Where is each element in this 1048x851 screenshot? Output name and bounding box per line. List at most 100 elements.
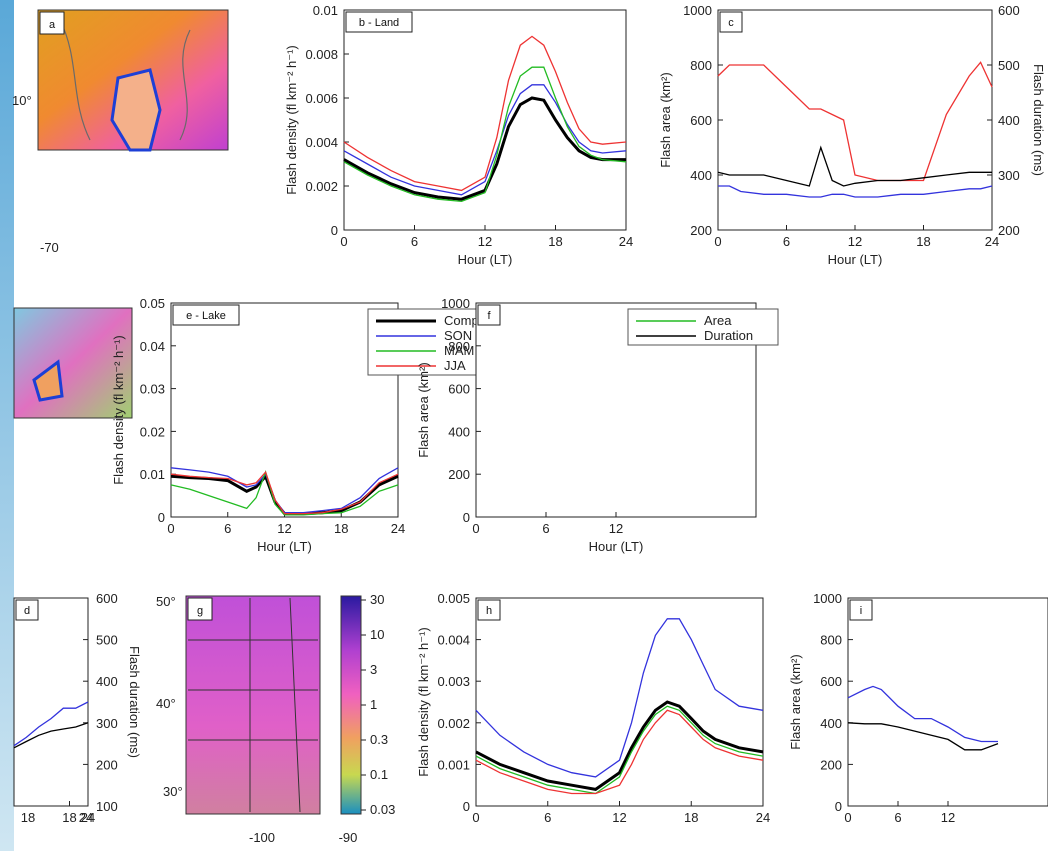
panel-e-ytick-label: 0.05 <box>140 296 165 311</box>
panel-f-ylabel: Flash area (km²) <box>416 362 431 457</box>
panel-b-xtick-label: 6 <box>411 234 418 249</box>
panel-a-lon-tick: -70 <box>40 240 59 255</box>
panel-f-ytick-label: 200 <box>448 467 470 482</box>
panel-f-ytick-label: 0 <box>463 510 470 525</box>
panel-f-xtick-label: 12 <box>609 521 623 536</box>
panel-i: i 0 200 400 600 800 1000 0 6 12 Flash area (km²) <box>788 591 1048 825</box>
panel-h: h 0 0.001 0.002 0.003 0.004 0.005 0 6 12 18 24 Flash… <box>416 591 770 825</box>
panel-h-series-son <box>475 618 764 778</box>
panel-b-xtick-label: 24 <box>619 234 633 249</box>
panel-d-xtick-label: 24 <box>81 810 95 825</box>
panel-b-label: b - Land <box>359 17 399 29</box>
panel-h-series-jja <box>475 709 764 795</box>
panel-h-ytick-label: 0.003 <box>437 674 470 689</box>
panel-b-series-son <box>343 84 627 196</box>
panel-d-label-box <box>15 599 39 621</box>
panel-f-legend-label: Duration <box>704 328 753 343</box>
panel-b: b - Land 0 0.002 0.004 0.006 0.008 0.01 0 6 12 18 2… <box>284 3 633 267</box>
colorbar <box>340 595 362 815</box>
panel-e-xlabel: Hour (LT) <box>257 539 312 554</box>
panel-d-ytick-label: 600 <box>96 591 118 606</box>
panel-i-series-son <box>847 685 998 743</box>
panel-c-xtick-label: 6 <box>783 234 790 249</box>
panel-b-series-mam <box>343 66 627 203</box>
panel-c-series-jja <box>717 61 993 182</box>
panel-b-ytick-label: 0.004 <box>305 135 338 150</box>
panel-f-xtick-label: 0 <box>472 521 479 536</box>
side-strip <box>0 0 14 851</box>
colorbar-tick-label: 0.1 <box>370 767 388 782</box>
panel-i-ytick-label: 400 <box>820 716 842 731</box>
panel-c-series-composite <box>717 145 992 187</box>
colorbar-ticks: 30 10 3 1 0.3 0.1 0.03 <box>361 592 395 817</box>
panel-d-ytick-label: 400 <box>96 674 118 689</box>
panel-i-label: i <box>860 605 862 617</box>
panel-c-xtick-label: 0 <box>714 234 721 249</box>
panel-b-ytick-label: 0.008 <box>305 47 338 62</box>
colorbar-tick-label: 1 <box>370 697 377 712</box>
panel-i-ytick-label: 0 <box>835 799 842 814</box>
panel-b-ytick-label: 0.002 <box>305 179 338 194</box>
panel-h-ytick-label: 0.002 <box>437 716 470 731</box>
panel-h-series-composite <box>475 700 764 791</box>
panel-e-label: e - Lake <box>186 310 226 322</box>
panel-e-xtick-label: 0 <box>167 521 174 536</box>
panel-h-ytick-label: 0 <box>463 799 470 814</box>
panel-i-xtick-label: 0 <box>844 810 851 825</box>
panel-h-ytick-label: 0.001 <box>437 757 470 772</box>
panel-c-y2tick-label: 500 <box>998 58 1020 73</box>
panel-e-xtick-label: 24 <box>391 521 405 536</box>
panel-h-ylabel: Flash density (fl km⁻² h⁻¹) <box>416 627 431 777</box>
panel-c-xtick-label: 18 <box>916 234 930 249</box>
colorbar-tick-label: 3 <box>370 662 377 677</box>
panel-e-xtick-label: 18 <box>334 521 348 536</box>
panel-d-xtick-label: 24 <box>79 810 93 825</box>
panel-b-xtick-label: 18 <box>548 234 562 249</box>
panel-h-series-mam <box>475 705 764 795</box>
panel-b-ytick-label: 0 <box>331 223 338 238</box>
panel-h-label: h <box>486 605 492 617</box>
panel-e-ytick-label: 0.01 <box>140 467 165 482</box>
panel-c-xtick-label: 24 <box>985 234 999 249</box>
panel-f-legend-label: Area <box>704 313 732 328</box>
panel-g-lat-tick-30: 30° <box>163 784 183 799</box>
panel-h-ytick-label: 0.005 <box>437 591 470 606</box>
panel-h-ytick-label: 0.004 <box>437 633 470 648</box>
colorbar-tick-label: 0.03 <box>370 802 395 817</box>
panel-c-y2label: Flash duration (ms) <box>1031 64 1046 176</box>
panel-g-lon-tick-100: -100 <box>249 830 275 845</box>
panel-b-ylabel: Flash density (fl km⁻² h⁻¹) <box>284 45 299 195</box>
panel-d-ytick-label: 500 <box>96 633 118 648</box>
panel-c-xlabel: Hour (LT) <box>828 252 883 267</box>
panel-g-lat-tick-50: 50° <box>156 594 176 609</box>
panel-e-ylabel: Flash density (fl km⁻² h⁻¹) <box>111 335 126 485</box>
panel-b-label-box <box>345 11 413 33</box>
map-panel-g <box>185 595 321 815</box>
panel-e-legend-label: MAM <box>444 343 474 358</box>
panel-c-y2tick-label: 300 <box>998 168 1020 183</box>
panel-f-ytick-label: 400 <box>448 424 470 439</box>
panel-a-label: a <box>49 19 56 31</box>
colorbar-tick-label: 10 <box>370 627 384 642</box>
panel-f-ytick-label: 800 <box>448 339 470 354</box>
panel-e-legend-label: SON <box>444 328 472 343</box>
panel-h-label-box <box>477 599 501 621</box>
panel-d-ytick-label: 100 <box>96 799 118 814</box>
panel-c-label: c <box>728 17 734 29</box>
panel-c-ytick-label: 1000 <box>683 3 712 18</box>
panel-e-xtick-label: 12 <box>277 521 291 536</box>
panel-f-xtick-label: 6 <box>542 521 549 536</box>
colorbar-tick-label: 0.3 <box>370 732 388 747</box>
panel-i-frame <box>847 597 1048 807</box>
panel-e-series-jja <box>170 470 399 515</box>
panel-i-series-composite <box>847 722 999 751</box>
panel-b-xtick-label: 0 <box>340 234 347 249</box>
panel-i-label-box <box>849 599 873 621</box>
panel-f-ytick-label: 1000 <box>441 296 470 311</box>
panel-c-label-box <box>719 11 743 33</box>
panel-h-xtick-label: 0 <box>472 810 479 825</box>
panel-c-y2tick-label: 400 <box>998 113 1020 128</box>
panel-e-xtick-label: 6 <box>224 521 231 536</box>
panel-i-ytick-label: 200 <box>820 757 842 772</box>
